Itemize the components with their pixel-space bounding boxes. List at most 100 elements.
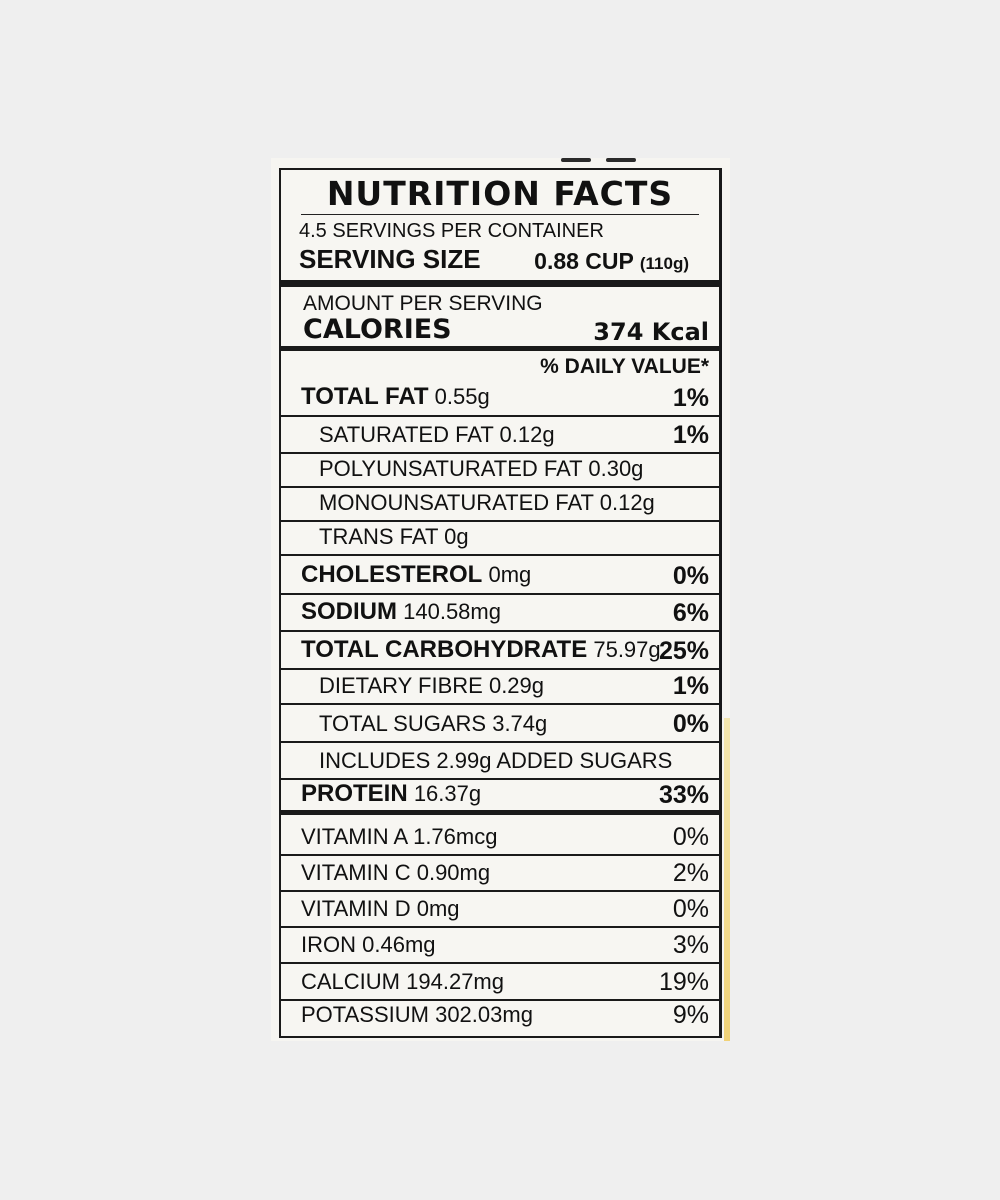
vitamin-row: POTASSIUM 302.03mg 9% <box>281 1001 719 1032</box>
nutrient-name: SODIUM 140.58mg <box>301 598 501 626</box>
daily-value-percent: 0% <box>672 710 709 738</box>
serving-size-label: SERVING SIZE <box>299 244 481 274</box>
vitamin-name: VITAMIN D 0mg <box>301 896 460 922</box>
nutrient-name: MONOUNSATURATED FAT 0.12g <box>319 490 655 516</box>
daily-value-percent: 2% <box>672 859 709 887</box>
nutrient-name: TOTAL SUGARS 3.74g <box>319 711 547 737</box>
vitamin-amount: 194.27mg <box>406 969 504 994</box>
nutrient-name: PROTEIN 16.37g <box>301 780 481 808</box>
vitamin-name: POTASSIUM 302.03mg <box>301 1002 533 1028</box>
nutrient-amount: 0.55g <box>434 384 490 409</box>
daily-value-percent: 33% <box>658 781 709 809</box>
vitamin-amount: 1.76mcg <box>413 824 498 849</box>
package-edge <box>724 718 730 1041</box>
nutrient-label: TOTAL SUGARS <box>319 711 487 736</box>
vitamin-name: VITAMIN A 1.76mcg <box>301 824 497 850</box>
vitamin-label: CALCIUM <box>301 969 401 994</box>
nutrient-label: TRANS FAT <box>319 524 438 549</box>
nutrient-amount: 0mg <box>488 562 532 587</box>
daily-value-percent: 1% <box>672 672 709 700</box>
calories-label: CALORIES <box>303 314 452 345</box>
serving-size-value: 0.88 CUP (110g) <box>534 248 689 275</box>
nutrient-label: SATURATED FAT <box>319 422 494 447</box>
nutrient-row: CHOLESTEROL 0mg 0% <box>281 556 719 595</box>
calories-value: 374 Kcal <box>593 318 709 346</box>
nutrient-name: SATURATED FAT 0.12g <box>319 422 555 448</box>
nutrient-label: DIETARY FIBRE <box>319 673 483 698</box>
nutrient-amount: 16.37g <box>413 781 482 806</box>
vitamin-label: VITAMIN A <box>301 824 407 849</box>
nutrient-amount: 0.29g <box>488 673 545 698</box>
nutrition-facts-panel: NUTRITION FACTS 4.5 SERVINGS PER CONTAIN… <box>279 168 722 1038</box>
nutrient-label: TOTAL CARBOHYDRATE <box>301 636 588 663</box>
vitamin-name: CALCIUM 194.27mg <box>301 969 504 995</box>
vitamin-label: IRON <box>301 932 356 957</box>
vitamin-row: VITAMIN D 0mg 0% <box>281 892 719 928</box>
vitamin-row: VITAMIN C 0.90mg 2% <box>281 856 719 892</box>
nutrient-label: POLYUNSATURATED FAT <box>319 456 583 481</box>
nutrient-row: TRANS FAT 0g <box>281 520 719 556</box>
nutrient-amount: 0g <box>444 524 469 549</box>
nutrient-name: CHOLESTEROL 0mg <box>301 561 531 589</box>
nutrient-amount: 2.99g ADDED SUGARS <box>436 748 673 773</box>
nutrient-row: POLYUNSATURATED FAT 0.30g <box>281 452 719 488</box>
nutrient-name: POLYUNSATURATED FAT 0.30g <box>319 456 643 482</box>
medium-rule <box>281 346 719 351</box>
nutrient-label: CHOLESTEROL <box>301 561 483 588</box>
nutrient-amount: 140.58mg <box>403 599 501 624</box>
daily-value-percent: 6% <box>672 599 709 627</box>
vitamin-name: IRON 0.46mg <box>301 932 436 958</box>
daily-value-percent: 3% <box>672 931 709 959</box>
nutrient-name: TOTAL FAT 0.55g <box>301 383 490 411</box>
nutrient-row: SATURATED FAT 0.12g 1% <box>281 417 719 454</box>
vitamin-row: VITAMIN A 1.76mcg 0% <box>281 820 719 856</box>
nutrient-row: TOTAL FAT 0.55g 1% <box>281 380 719 417</box>
nutrient-row: DIETARY FIBRE 0.29g 1% <box>281 666 719 705</box>
label-photo: NUTRITION FACTS 4.5 SERVINGS PER CONTAIN… <box>271 158 730 1041</box>
nutrient-label: TOTAL FAT <box>301 383 429 410</box>
daily-value-header: % DAILY VALUE* <box>540 355 709 378</box>
thick-rule <box>281 280 719 287</box>
nutrient-amount: 0.30g <box>588 456 644 481</box>
nutrient-name: TOTAL CARBOHYDRATE 75.97g <box>301 636 661 664</box>
vitamin-label: VITAMIN D <box>301 896 411 921</box>
nutrient-amount: 3.74g <box>492 711 548 736</box>
vitamin-divider <box>281 810 719 815</box>
nutrient-name: DIETARY FIBRE 0.29g <box>319 673 544 699</box>
daily-value-percent: 0% <box>672 823 709 851</box>
servings-per-container: 4.5 SERVINGS PER CONTAINER <box>299 220 604 242</box>
daily-value-percent: 1% <box>672 384 709 412</box>
vitamin-amount: 0.90mg <box>416 860 491 885</box>
nutrient-amount: 0.12g <box>599 490 655 515</box>
vitamin-amount: 302.03mg <box>435 1002 533 1027</box>
vitamin-label: POTASSIUM <box>301 1002 429 1027</box>
title-rule <box>301 214 699 215</box>
nutrient-row: SODIUM 140.58mg 6% <box>281 593 719 632</box>
serving-size-cup: 0.88 CUP <box>534 248 634 274</box>
nutrient-amount: 75.97g <box>593 637 661 662</box>
nutrient-row: MONOUNSATURATED FAT 0.12g <box>281 486 719 522</box>
nutrient-label: MONOUNSATURATED FAT <box>319 490 594 515</box>
nutrient-name: TRANS FAT 0g <box>319 524 469 550</box>
nutrient-label: PROTEIN <box>301 780 408 807</box>
amount-per-serving: AMOUNT PER SERVING <box>303 292 543 315</box>
nutrient-row: TOTAL CARBOHYDRATE 75.97g 25% <box>281 631 719 670</box>
daily-value-percent: 25% <box>658 637 709 665</box>
serving-size-grams: (110g) <box>639 254 689 273</box>
nutrient-name: INCLUDES 2.99g ADDED SUGARS <box>319 748 672 774</box>
nutrient-row: PROTEIN 16.37g 33% <box>281 777 719 812</box>
nutrient-row: TOTAL SUGARS 3.74g 0% <box>281 704 719 743</box>
vitamin-label: VITAMIN C <box>301 860 411 885</box>
cropped-text-remnant <box>271 158 730 170</box>
nutrient-amount: 0.12g <box>499 422 555 447</box>
daily-value-percent: 0% <box>672 895 709 923</box>
daily-value-percent: 0% <box>672 562 709 590</box>
daily-value-percent: 19% <box>658 968 709 996</box>
label-title: NUTRITION FACTS <box>326 174 674 213</box>
vitamin-amount: 0.46mg <box>362 932 436 957</box>
vitamin-row: IRON 0.46mg 3% <box>281 928 719 964</box>
vitamin-amount: 0mg <box>416 896 460 921</box>
daily-value-percent: 1% <box>672 421 709 449</box>
vitamin-row: CALCIUM 194.27mg 19% <box>281 965 719 1001</box>
nutrient-label: INCLUDES <box>319 748 431 773</box>
